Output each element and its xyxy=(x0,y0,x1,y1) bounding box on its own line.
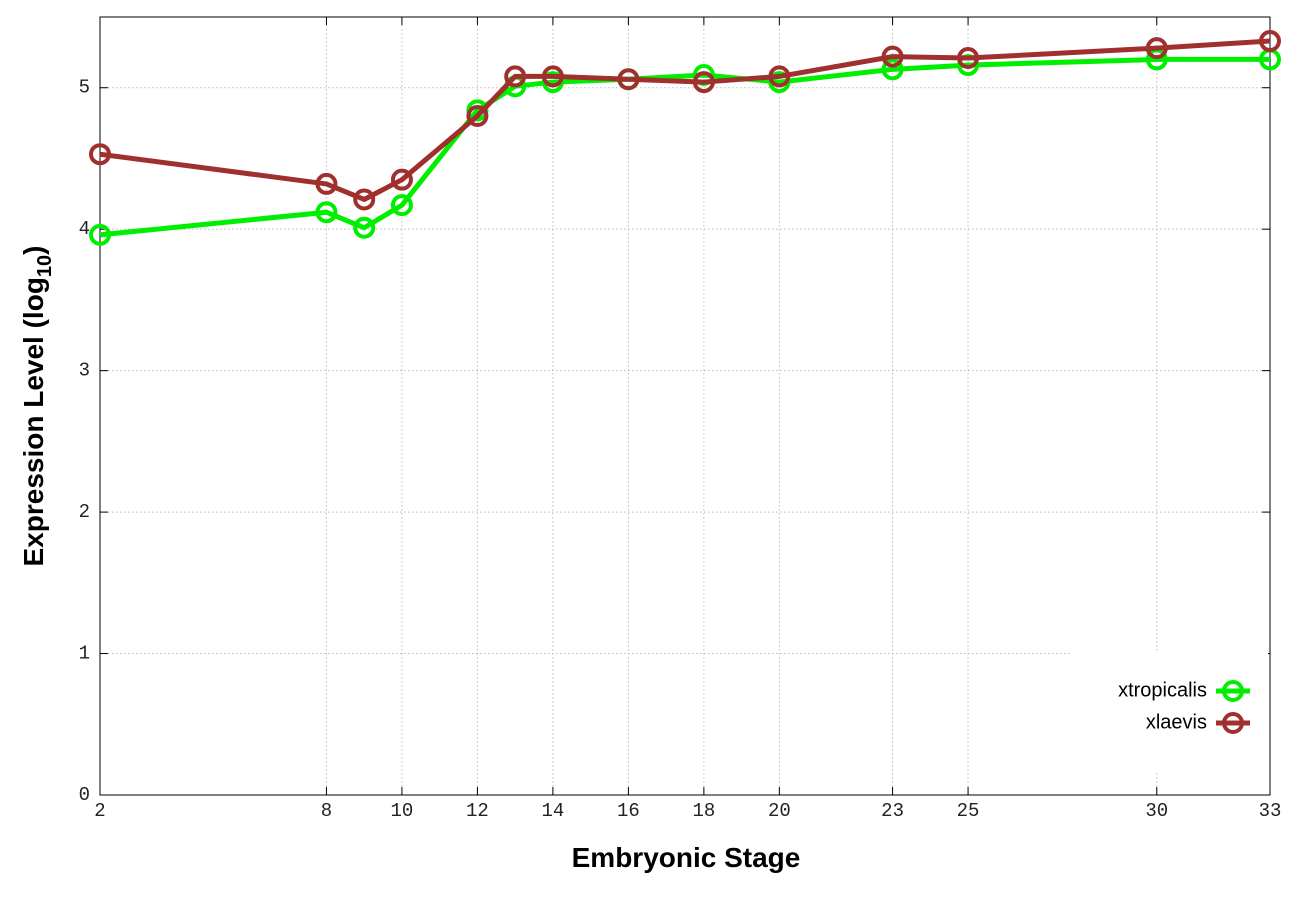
data-point xyxy=(353,216,376,239)
y-tick-label: 0 xyxy=(79,784,90,806)
x-tick-label: 18 xyxy=(692,800,715,822)
data-point xyxy=(692,71,715,94)
y-axis-label: Expression Level (log10) xyxy=(18,246,56,567)
data-point xyxy=(466,105,489,128)
legend-label: xtropicalis xyxy=(1118,679,1207,701)
data-point xyxy=(390,168,413,191)
data-point xyxy=(881,58,904,81)
y-label-subscript: 10 xyxy=(34,255,56,277)
data-point xyxy=(89,143,111,166)
data-point xyxy=(89,223,111,246)
data-point xyxy=(617,68,640,91)
data-point xyxy=(1259,30,1281,53)
legend-marker xyxy=(1222,712,1244,734)
legend-box xyxy=(1070,651,1268,771)
data-point xyxy=(390,194,413,217)
legend-marker xyxy=(1222,680,1244,702)
data-point xyxy=(957,47,980,70)
x-tick-label: 23 xyxy=(881,800,904,822)
x-tick-label: 12 xyxy=(466,800,489,822)
x-tick-label: 16 xyxy=(617,800,640,822)
y-tick-label: 3 xyxy=(79,360,90,382)
x-tick-label: 2 xyxy=(94,800,105,822)
data-point xyxy=(315,172,338,195)
data-point xyxy=(768,65,791,88)
data-point xyxy=(353,188,376,211)
series-line xyxy=(99,38,1271,202)
data-point xyxy=(1145,37,1168,60)
y-label-suffix: ) xyxy=(18,246,49,255)
data-point xyxy=(541,65,564,88)
series-line xyxy=(99,56,1270,238)
x-tick-label: 10 xyxy=(391,800,414,822)
x-tick-label: 33 xyxy=(1259,800,1282,822)
y-tick-label: 4 xyxy=(79,218,90,240)
data-point xyxy=(881,45,904,68)
data-point xyxy=(315,201,338,224)
y-label-text: Expression Level (log xyxy=(18,277,49,566)
x-tick-label: 14 xyxy=(541,800,564,822)
y-tick-label: 1 xyxy=(79,643,90,665)
x-tick-label: 20 xyxy=(768,800,791,822)
y-tick-label: 5 xyxy=(79,77,90,99)
data-point xyxy=(504,65,527,88)
x-tick-label: 8 xyxy=(321,800,332,822)
x-tick-label: 25 xyxy=(957,800,980,822)
legend-label: xlaevis xyxy=(1146,711,1207,733)
plot-frame xyxy=(99,16,1271,796)
y-tick-label: 2 xyxy=(79,501,90,523)
x-axis-label: Embryonic Stage xyxy=(572,842,801,873)
x-tick-label: 30 xyxy=(1145,800,1168,822)
